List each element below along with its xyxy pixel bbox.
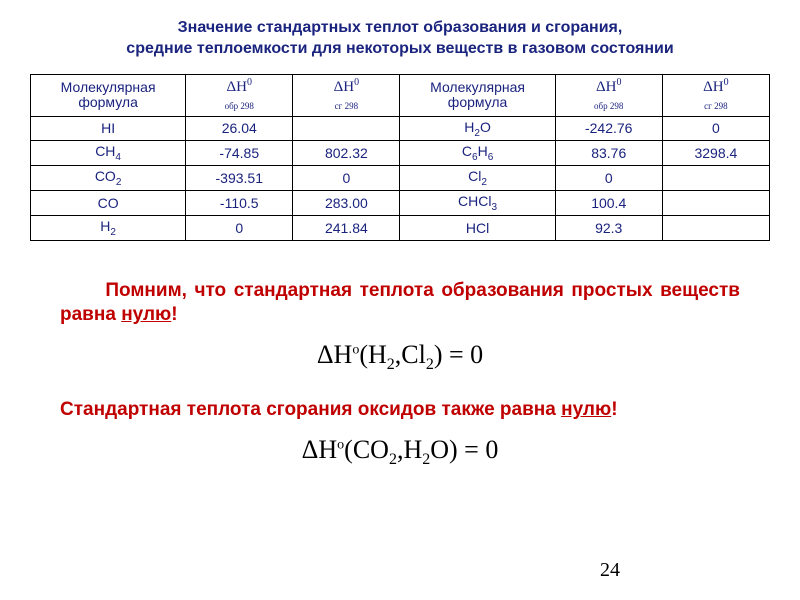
equation-2: ΔHo(CO2,H2O) = 0: [0, 435, 800, 469]
table-row: CO-110.5283.00CHCl3100.4: [31, 190, 770, 215]
table-row: HI26.04 H2O-242.760: [31, 116, 770, 141]
cell-value: -393.51: [186, 166, 293, 191]
cell-formula: CO2: [31, 166, 186, 191]
cell-value: [662, 215, 769, 240]
col-dh-comb-2: ΔH0сг 298: [662, 74, 769, 116]
cell-value: 802.32: [293, 141, 400, 166]
title-line1: Значение стандартных теплот образования …: [178, 19, 623, 36]
table-row: CH4-74.85802.32C6H683.763298.4: [31, 141, 770, 166]
page-title: Значение стандартных теплот образования …: [0, 0, 800, 74]
cell-formula: H2: [31, 215, 186, 240]
cell-value: 26.04: [186, 116, 293, 141]
note1-u: нулю: [121, 304, 171, 325]
note1-post: !: [171, 304, 177, 325]
cell-value: 0: [555, 166, 662, 191]
note2-post: !: [611, 399, 617, 420]
cell-formula: HCl: [400, 215, 555, 240]
col-formula-1: Молекулярная формула: [31, 74, 186, 116]
cell-value: 283.00: [293, 190, 400, 215]
data-table-wrap: Молекулярная формула ΔH0обр 298 ΔH0сг 29…: [30, 74, 770, 241]
col-dh-comb-1: ΔH0сг 298: [293, 74, 400, 116]
cell-value: [662, 190, 769, 215]
cell-value: 0: [662, 116, 769, 141]
note-combustion: Стандартная теплота сгорания оксидов так…: [60, 398, 740, 423]
cell-value: 92.3: [555, 215, 662, 240]
cell-formula: C6H6: [400, 141, 555, 166]
col-dh-form-2: ΔH0обр 298: [555, 74, 662, 116]
cell-value: -74.85: [186, 141, 293, 166]
cell-value: 241.84: [293, 215, 400, 240]
note-formation: Помним, что стандартная теплота образова…: [60, 279, 740, 328]
cell-value: -110.5: [186, 190, 293, 215]
cell-formula: Cl2: [400, 166, 555, 191]
cell-value: 0: [186, 215, 293, 240]
cell-value: 3298.4: [662, 141, 769, 166]
note2-u: нулю: [561, 399, 611, 420]
page-number: 24: [600, 559, 620, 582]
table-row: CO2-393.510Cl20: [31, 166, 770, 191]
equation-1: ΔHo(H2,Cl2) = 0: [0, 340, 800, 374]
col-formula-2: Молекулярная формула: [400, 74, 555, 116]
cell-value: 100.4: [555, 190, 662, 215]
cell-value: 83.76: [555, 141, 662, 166]
cell-formula: H2O: [400, 116, 555, 141]
cell-formula: CH4: [31, 141, 186, 166]
col-dh-form-1: ΔH0обр 298: [186, 74, 293, 116]
data-table: Молекулярная формула ΔH0обр 298 ΔH0сг 29…: [30, 74, 770, 241]
cell-formula: CO: [31, 190, 186, 215]
table-header-row: Молекулярная формула ΔH0обр 298 ΔH0сг 29…: [31, 74, 770, 116]
title-line2: средние теплоемкости для некоторых вещес…: [126, 40, 673, 57]
cell-formula: HI: [31, 116, 186, 141]
cell-value: [662, 166, 769, 191]
cell-value: 0: [293, 166, 400, 191]
table-body: HI26.04H2O-242.760CH4-74.85802.32C6H683.…: [31, 116, 770, 240]
note2-pre: Стандартная теплота сгорания оксидов так…: [60, 399, 561, 420]
cell-value: -242.76: [555, 116, 662, 141]
table-row: H20241.84HCl92.3: [31, 215, 770, 240]
cell-value: [293, 116, 400, 141]
cell-formula: CHCl3: [400, 190, 555, 215]
